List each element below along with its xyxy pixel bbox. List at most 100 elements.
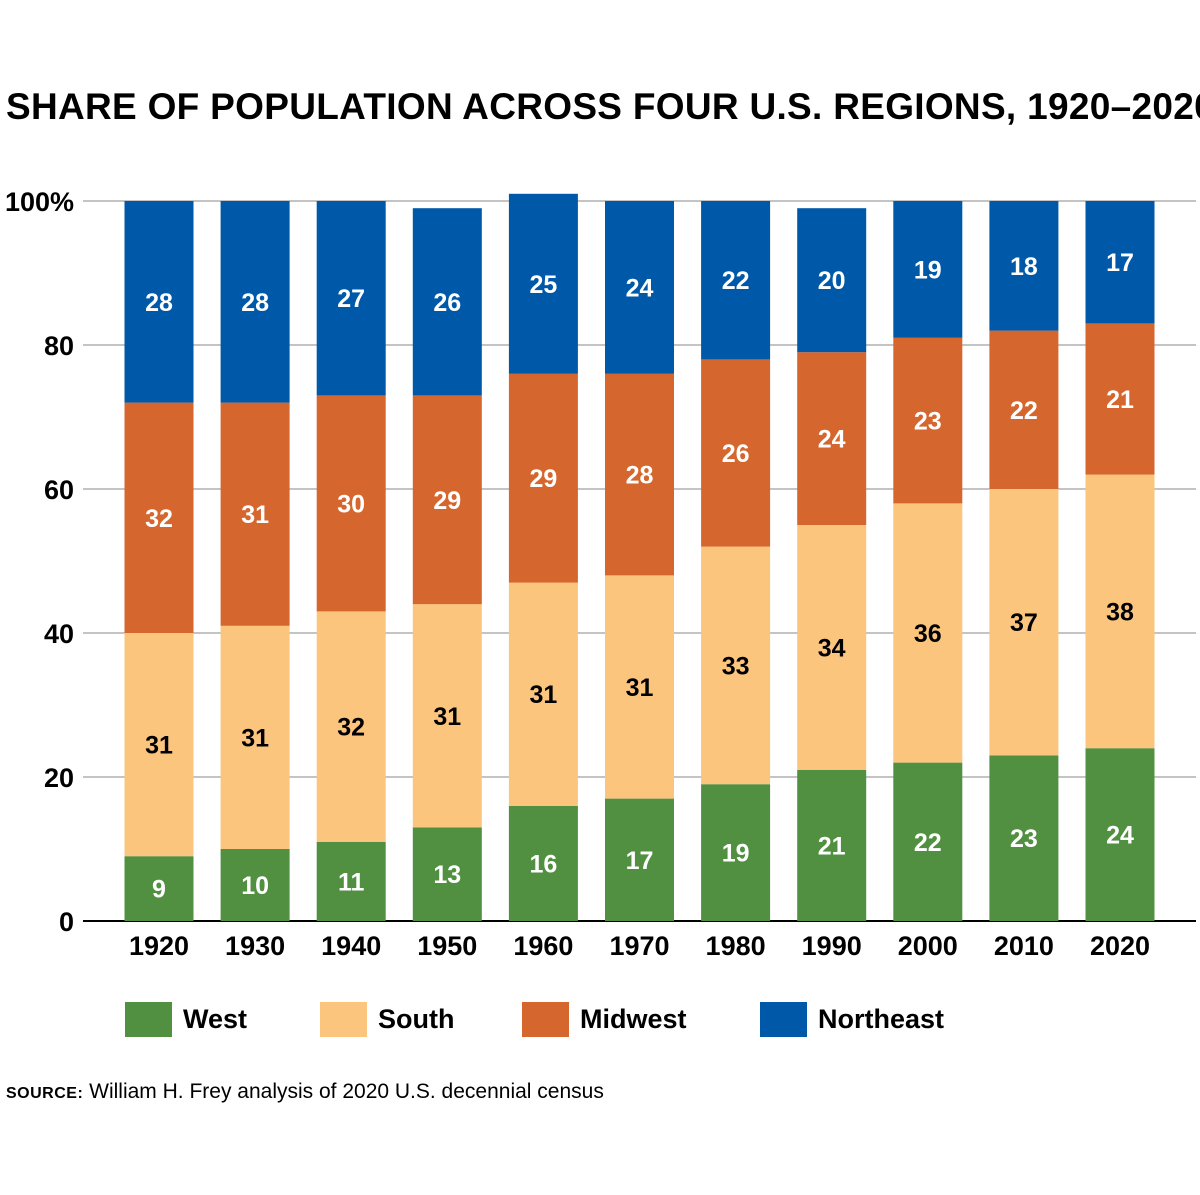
data-label-south-1920: 31 [145, 732, 173, 760]
data-label-south-2020: 38 [1106, 598, 1134, 626]
bar-west-1980 [701, 784, 771, 921]
bar-northeast-1930 [220, 201, 290, 403]
bar-south-1970 [605, 575, 674, 799]
x-tick-label-2010: 2010 [994, 931, 1054, 961]
bar-northeast-2010 [989, 201, 1059, 331]
y-tick-label-100: 100% [5, 187, 74, 217]
legend-label-west: West [183, 1004, 248, 1034]
bar-midwest-1960 [508, 373, 578, 583]
x-tick-label-1960: 1960 [513, 931, 573, 961]
bar-midwest-1930 [220, 402, 290, 626]
x-tick-label-1980: 1980 [706, 931, 766, 961]
data-label-south-1990: 34 [818, 634, 846, 662]
y-tick-label-0: 0 [59, 907, 74, 937]
legend-swatch-south [320, 1002, 367, 1037]
x-tick-label-1990: 1990 [802, 931, 862, 961]
bar-west-1940 [316, 841, 386, 921]
legend-swatch-midwest [522, 1002, 569, 1037]
data-label-northeast-1960: 25 [529, 271, 557, 299]
data-label-midwest-2010: 22 [1010, 397, 1038, 425]
y-tick-label-80: 80 [44, 331, 74, 361]
bar-northeast-1920 [124, 201, 194, 403]
bar-midwest-2000 [893, 337, 963, 504]
data-label-northeast-2020: 17 [1106, 249, 1134, 277]
bar-midwest-1940 [316, 395, 386, 612]
x-tick-label-1950: 1950 [417, 931, 477, 961]
bar-midwest-1990 [797, 352, 867, 525]
data-label-midwest-1970: 28 [626, 462, 654, 490]
bar-south-2020 [1085, 474, 1155, 749]
data-label-west-2000: 22 [914, 829, 942, 857]
bar-south-2000 [893, 503, 963, 763]
data-label-midwest-2000: 23 [914, 408, 942, 436]
data-label-west-2020: 24 [1106, 822, 1134, 850]
source-label: SOURCE: [6, 1085, 84, 1102]
bar-northeast-1940 [316, 201, 386, 396]
data-label-west-1970: 17 [626, 847, 654, 875]
legend-swatch-west [125, 1002, 172, 1037]
bar-northeast-1950 [412, 208, 482, 396]
bar-northeast-1990 [797, 208, 867, 353]
x-tick-label-1930: 1930 [225, 931, 285, 961]
data-label-northeast-2000: 19 [914, 256, 942, 284]
data-label-northeast-1920: 28 [145, 289, 173, 317]
bar-midwest-2020 [1085, 323, 1155, 475]
x-tick-label-1940: 1940 [321, 931, 381, 961]
bar-midwest-1970 [605, 373, 674, 576]
data-label-northeast-1940: 27 [337, 285, 365, 313]
bar-south-1990 [797, 525, 867, 770]
bar-northeast-1980 [701, 201, 771, 360]
data-label-west-1940: 11 [338, 868, 365, 896]
data-label-midwest-1940: 30 [337, 490, 365, 518]
data-label-south-1960: 31 [529, 681, 557, 709]
data-label-west-1990: 21 [818, 832, 846, 860]
data-label-west-1930: 10 [241, 872, 269, 900]
bar-south-1940 [316, 611, 386, 842]
data-label-west-1950: 13 [433, 861, 461, 889]
x-tick-label-1970: 1970 [609, 931, 669, 961]
data-label-west-1980: 19 [722, 840, 750, 868]
data-label-south-1980: 33 [722, 652, 750, 680]
data-label-midwest-1960: 29 [529, 465, 557, 493]
data-label-northeast-1950: 26 [433, 289, 461, 317]
bar-south-1930 [220, 625, 290, 849]
bar-south-2010 [989, 489, 1059, 756]
legend-label-midwest: Midwest [580, 1004, 687, 1034]
data-label-midwest-1950: 29 [433, 487, 461, 515]
data-label-midwest-1930: 31 [241, 501, 269, 529]
data-label-midwest-2020: 21 [1106, 386, 1134, 414]
data-label-west-1920: 9 [152, 876, 166, 904]
bar-northeast-2020 [1085, 201, 1155, 324]
bar-west-1930 [220, 849, 290, 921]
bar-midwest-1980 [701, 359, 771, 547]
y-tick-label-60: 60 [44, 475, 74, 505]
data-label-midwest-1980: 26 [722, 440, 750, 468]
data-label-south-2010: 37 [1010, 609, 1038, 637]
bar-west-1990 [797, 769, 867, 921]
data-label-midwest-1990: 24 [818, 426, 846, 454]
data-label-west-1960: 16 [529, 850, 557, 878]
data-label-south-1940: 32 [337, 714, 365, 742]
source-note: SOURCE: William H. Frey analysis of 2020… [6, 1080, 604, 1104]
bar-midwest-1950 [412, 395, 482, 605]
bar-west-2000 [893, 762, 963, 921]
legend-label-south: South [378, 1004, 455, 1034]
chart-title: SHARE OF POPULATION ACROSS FOUR U.S. REG… [6, 86, 1200, 127]
y-tick-label-20: 20 [44, 763, 74, 793]
x-tick-label-2020: 2020 [1090, 931, 1150, 961]
bar-west-2020 [1085, 748, 1155, 921]
bar-south-1920 [124, 633, 194, 857]
bar-west-1970 [605, 798, 674, 921]
data-label-south-2000: 36 [914, 620, 942, 648]
bar-south-1960 [508, 582, 578, 806]
data-label-northeast-1930: 28 [241, 289, 269, 317]
bar-midwest-1920 [124, 402, 194, 633]
legend-swatch-northeast [760, 1002, 807, 1037]
data-label-south-1950: 31 [433, 703, 461, 731]
legend-label-northeast: Northeast [818, 1004, 945, 1034]
data-label-west-2010: 23 [1010, 825, 1038, 853]
bar-midwest-2010 [989, 330, 1059, 489]
bar-west-1960 [508, 805, 578, 921]
bar-south-1980 [701, 546, 771, 785]
y-tick-label-40: 40 [44, 619, 74, 649]
